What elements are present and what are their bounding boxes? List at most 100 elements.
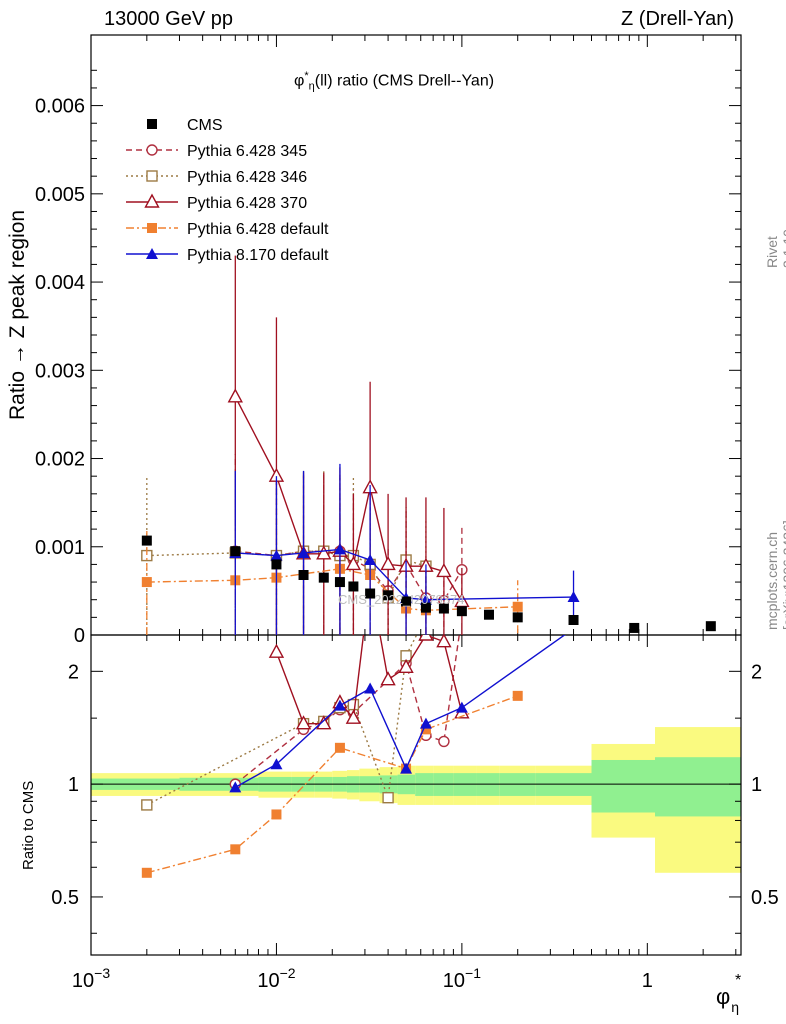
y-tick-label-main: 0 — [74, 625, 85, 647]
legend-entry: Pythia 6.428 370 — [126, 193, 307, 212]
header-left-energy: 13000 GeV pp — [104, 8, 233, 30]
data-point — [419, 717, 432, 729]
legend-label: Pythia 8.170 default — [187, 247, 329, 264]
data-point — [345, 709, 362, 724]
data-point — [365, 588, 376, 599]
legend-entry: Pythia 6.428 default — [126, 221, 329, 238]
data-point — [483, 609, 494, 620]
series-line — [235, 548, 574, 601]
data-point — [141, 799, 153, 811]
main-series-layer — [141, 255, 716, 635]
series-line — [234, 635, 566, 789]
data-point — [418, 635, 434, 641]
data-point — [567, 591, 580, 603]
data-point — [512, 601, 523, 612]
data-point — [364, 554, 377, 565]
y-tick-label-main: 0.002 — [35, 449, 85, 471]
data-point — [270, 549, 283, 561]
legend: CMS Pythia 6.428 345 Pythia 6.428 346 Pythi… — [126, 117, 329, 264]
data-point — [271, 809, 282, 820]
data-point — [438, 603, 449, 614]
data-point — [383, 590, 394, 601]
data-point — [268, 643, 285, 658]
legend-entry: CMS — [147, 117, 223, 134]
legend-marker — [144, 193, 160, 208]
x-tick-label: 10−2 — [257, 965, 295, 992]
data-point — [298, 570, 309, 580]
legend-label: Pythia 6.428 345 — [187, 143, 307, 160]
data-point — [229, 781, 242, 793]
y-tick-label-main: 0.005 — [35, 184, 85, 206]
legend-entry: Pythia 6.428 346 — [126, 169, 307, 186]
series-pythia-8-170-default — [229, 635, 566, 793]
y-tick-label-ratio: 2 — [68, 661, 79, 683]
data-point — [347, 698, 360, 711]
data-point — [419, 593, 432, 605]
y-tick-label-ratio: 0.5 — [51, 887, 79, 909]
data-point — [512, 690, 523, 701]
data-point — [230, 546, 241, 557]
series-cms — [141, 535, 716, 633]
x-tick-label: 1 — [642, 970, 653, 992]
x-tick-label: 10−3 — [72, 965, 110, 992]
data-point — [455, 701, 468, 713]
data-point — [318, 572, 329, 583]
legend-marker — [146, 248, 158, 259]
ratio-frame-rect — [90, 634, 742, 956]
legend-marker — [147, 119, 157, 129]
y-tick-label-ratio-right: 2 — [751, 661, 762, 683]
y-tick-label-main: 0.001 — [35, 537, 85, 559]
data-point — [512, 612, 523, 623]
watermark: CMS_2022_I2079374 — [338, 592, 465, 607]
data-point — [629, 622, 640, 633]
data-point — [456, 606, 467, 617]
ratio-uncertainty-bands — [91, 727, 741, 873]
data-point — [334, 577, 345, 588]
legend-marker — [146, 170, 158, 182]
x-axis-label-star: * — [735, 972, 742, 989]
data-point — [348, 581, 359, 592]
series-line — [146, 635, 418, 806]
data-point — [380, 555, 396, 571]
legend-label: CMS — [187, 117, 223, 134]
legend-marker — [146, 144, 158, 156]
data-point — [141, 577, 152, 588]
band-stat — [591, 759, 656, 813]
data-point — [333, 543, 346, 555]
data-point — [271, 559, 282, 570]
data-point — [334, 742, 345, 753]
y-tick-label-main: 0.006 — [35, 96, 85, 118]
data-point — [295, 715, 312, 730]
y-tick-label-ratio: 1 — [68, 774, 79, 796]
data-point — [401, 596, 412, 607]
data-point — [705, 621, 716, 632]
data-point — [345, 555, 362, 571]
data-point — [568, 615, 579, 625]
data-point — [270, 758, 283, 770]
y-tick-label-main: 0.004 — [35, 272, 85, 294]
data-point — [333, 699, 346, 711]
y-tick-label-ratio-right: 0.5 — [751, 887, 779, 909]
data-point — [436, 635, 452, 648]
data-point — [227, 388, 243, 403]
data-point — [436, 563, 452, 578]
data-point — [141, 535, 152, 546]
x-tick-label: 10−1 — [443, 965, 481, 992]
axis-tick-labels: 0 0.001 0.002 0.003 0.004 0.005 0.006 0.5 0.5 1 1 2… — [35, 96, 779, 992]
header-right-process: Z (Drell-Yan) — [621, 8, 734, 30]
data-point — [297, 546, 310, 558]
ratio-series-layer — [141, 635, 566, 878]
data-point — [382, 792, 394, 804]
data-point — [420, 602, 431, 613]
data-point — [364, 682, 377, 694]
y-tick-label-main: 0.003 — [35, 360, 85, 382]
data-point — [438, 735, 450, 748]
data-point — [420, 724, 431, 735]
series-line — [275, 635, 463, 725]
data-point — [380, 671, 396, 686]
legend-entry: Pythia 8.170 default — [126, 247, 329, 264]
legend-entry: Pythia 6.428 345 — [126, 143, 307, 160]
y-tick-label-ratio-right: 1 — [751, 774, 762, 796]
legend-marker — [147, 223, 157, 233]
